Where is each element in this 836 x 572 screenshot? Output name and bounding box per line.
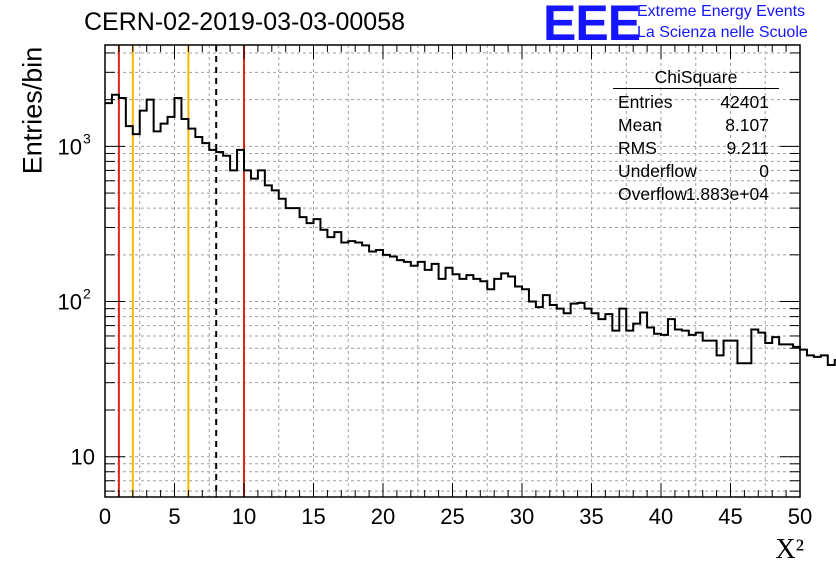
reference-lines bbox=[117, 45, 245, 497]
stats-value: 9.211 bbox=[726, 138, 770, 158]
x-tick-labels: 0 5 10 15 20 25 30 35 40 45 50 bbox=[99, 504, 812, 529]
stats-row-rms: RMS 9.211 bbox=[613, 137, 779, 160]
x-tick-label: 0 bbox=[99, 504, 111, 529]
x-tick-label: 30 bbox=[510, 504, 534, 529]
axis-ticks bbox=[104, 45, 801, 497]
stats-row-entries: Entries 42401 bbox=[613, 91, 779, 114]
y-tick-label: 10 bbox=[58, 134, 82, 159]
x-axis-label: X² bbox=[775, 534, 804, 565]
stats-box-name: ChiSquare bbox=[613, 66, 779, 89]
stats-key: Underflow bbox=[618, 161, 697, 181]
stats-key: Overflow bbox=[618, 184, 688, 204]
x-tick-label: 10 bbox=[232, 504, 256, 529]
run-title: CERN-02-2019-03-03-00058 bbox=[84, 8, 406, 36]
stats-row-overflow: Overflow 1.883e+04 bbox=[613, 183, 779, 206]
x-tick-label: 20 bbox=[371, 504, 395, 529]
x-tick-label: 15 bbox=[301, 504, 325, 529]
stats-key: Mean bbox=[618, 115, 662, 135]
logo-line-1: Extreme Energy Events bbox=[637, 3, 806, 20]
eee-logo: EEE bbox=[543, 0, 641, 51]
x-tick-label: 35 bbox=[579, 504, 603, 529]
stats-value: 42401 bbox=[720, 92, 769, 112]
stats-box: ChiSquare Entries 42401 Mean 8.107 RMS 9… bbox=[613, 66, 779, 206]
stats-key: RMS bbox=[618, 138, 657, 158]
y-tick-label: 10 bbox=[71, 445, 95, 470]
x-tick-label: 50 bbox=[788, 504, 812, 529]
y-axis-label: Entries/bin bbox=[17, 46, 48, 175]
y-tick-label-exponent: 3 bbox=[83, 130, 91, 146]
histogram-series bbox=[105, 93, 836, 366]
stats-row-mean: Mean 8.107 bbox=[613, 114, 779, 137]
x-tick-label: 40 bbox=[649, 504, 673, 529]
grid-lines bbox=[105, 45, 800, 497]
x-tick-label: 25 bbox=[440, 504, 464, 529]
stats-row-underflow: Underflow 0 bbox=[613, 160, 779, 183]
x-tick-label: 5 bbox=[168, 504, 180, 529]
stats-value: 8.107 bbox=[725, 115, 769, 135]
stats-value: 0 bbox=[759, 161, 769, 181]
stats-key: Entries bbox=[618, 92, 673, 112]
y-tick-label: 10 bbox=[58, 290, 82, 315]
y-tick-label-exponent: 2 bbox=[83, 286, 91, 302]
stats-value: 1.883e+04 bbox=[685, 184, 769, 204]
logo-line-2: La Scienza nelle Scuole bbox=[637, 24, 808, 41]
x-tick-label: 45 bbox=[718, 504, 742, 529]
